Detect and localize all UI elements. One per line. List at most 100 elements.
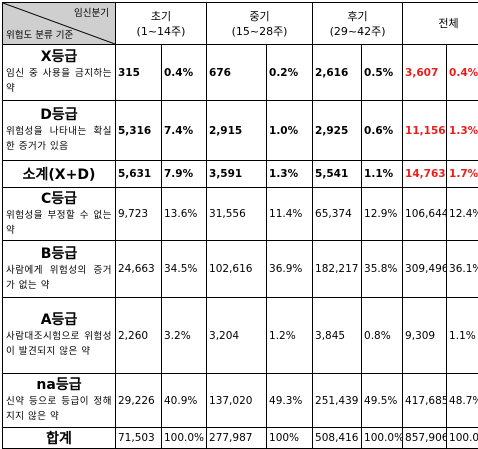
grade-description: 위험성을 나타내는 확실한 증거가 있음 (6, 124, 112, 154)
grade-cell: D등급 위험성을 나타내는 확실한 증거가 있음 (3, 101, 116, 161)
early-percent: 13.6% (162, 188, 207, 241)
grade-name: B등급 (6, 246, 112, 263)
table-row: na등급 신약 등으로 등급이 정해지지 않은 약 29,226 40.9% 1… (3, 374, 478, 428)
total-percent: 1.1% (447, 298, 478, 374)
middle-count: 137,020 (207, 374, 267, 428)
middle-percent: 1.0% (267, 101, 313, 161)
grade-description: 신약 등으로 등급이 정해지지 않은 약 (6, 394, 112, 424)
early-count: 9,723 (116, 188, 162, 241)
grade-cell: X등급 임신 중 사용을 금지하는 약 (3, 45, 116, 101)
table-row: C등급 위험성을 부정할 수 없는 약 9,723 13.6% 31,556 1… (3, 188, 478, 241)
grade-name: D등급 (6, 107, 112, 124)
late-percent: 12.9% (362, 188, 403, 241)
table-row: B등급 사람에게 위험성의 증거가 없는 약 24,663 34.5% 102,… (3, 241, 478, 298)
middle-count: 102,616 (207, 241, 267, 298)
total-percent: 100.0% (447, 428, 478, 449)
late-percent: 49.5% (362, 374, 403, 428)
middle-count: 277,987 (207, 428, 267, 449)
early-count: 5,316 (116, 101, 162, 161)
middle-count: 2,915 (207, 101, 267, 161)
late-percent: 100.0% (362, 428, 403, 449)
period-range: (1~14주) (118, 24, 204, 39)
total-count: 9,309 (403, 298, 447, 374)
grade-name: X등급 (6, 49, 112, 66)
late-count: 2,925 (313, 101, 362, 161)
grade-cell: B등급 사람에게 위험성의 증거가 없는 약 (3, 241, 116, 298)
grade-name: na등급 (6, 377, 112, 394)
early-count: 2,260 (116, 298, 162, 374)
late-count: 2,616 (313, 45, 362, 101)
early-percent: 7.9% (162, 161, 207, 188)
middle-count: 3,591 (207, 161, 267, 188)
corner-label-period: 임신분기 (74, 5, 109, 19)
table-row: A등급 사람대조시험으로 위험성이 발견되지 않은 약 2,260 3.2% 3… (3, 298, 478, 374)
late-count: 5,541 (313, 161, 362, 188)
total-percent: 12.4% (447, 188, 478, 241)
middle-percent: 36.9% (267, 241, 313, 298)
total-percent: 1.7% (447, 161, 478, 188)
grade-cell: C등급 위험성을 부정할 수 없는 약 (3, 188, 116, 241)
grade-description: 위험성을 부정할 수 없는 약 (6, 208, 112, 238)
grade-cell: na등급 신약 등으로 등급이 정해지지 않은 약 (3, 374, 116, 428)
late-percent: 0.5% (362, 45, 403, 101)
middle-percent: 1.2% (267, 298, 313, 374)
period-name: 후기 (315, 9, 400, 24)
total-count: 3,607 (403, 45, 447, 101)
middle-percent: 49.3% (267, 374, 313, 428)
middle-percent: 11.4% (267, 188, 313, 241)
table-row: 소계(X+D) 5,631 7.9% 3,591 1.3% 5,541 1.1%… (3, 161, 478, 188)
total-count: 417,685 (403, 374, 447, 428)
early-percent: 3.2% (162, 298, 207, 374)
header-period-late: 후기 (29~42주) (313, 3, 403, 45)
header-total: 전체 (403, 3, 478, 45)
middle-percent: 100% (267, 428, 313, 449)
header-period-early: 초기 (1~14주) (116, 3, 207, 45)
total-percent: 0.4% (447, 45, 478, 101)
late-count: 251,439 (313, 374, 362, 428)
early-percent: 0.4% (162, 45, 207, 101)
early-count: 71,503 (116, 428, 162, 449)
subtotal-label: 소계(X+D) (3, 161, 116, 188)
total-count: 857,906 (403, 428, 447, 449)
middle-percent: 0.2% (267, 45, 313, 101)
late-count: 508,416 (313, 428, 362, 449)
grade-description: 사람대조시험으로 위험성이 발견되지 않은 약 (6, 329, 112, 359)
header-period-middle: 중기 (15~28주) (207, 3, 313, 45)
early-count: 5,631 (116, 161, 162, 188)
middle-count: 676 (207, 45, 267, 101)
late-percent: 1.1% (362, 161, 403, 188)
late-percent: 0.8% (362, 298, 403, 374)
grade-name: A등급 (6, 312, 112, 329)
grade-description: 사람에게 위험성의 증거가 없는 약 (6, 263, 112, 293)
early-percent: 40.9% (162, 374, 207, 428)
grade-description: 임신 중 사용을 금지하는 약 (6, 66, 112, 96)
late-percent: 35.8% (362, 241, 403, 298)
grade-name: C등급 (6, 191, 112, 208)
table-row: D등급 위험성을 나타내는 확실한 증거가 있음 5,316 7.4% 2,91… (3, 101, 478, 161)
table-row: 합계 71,503 100.0% 277,987 100% 508,416 10… (3, 428, 478, 449)
middle-count: 31,556 (207, 188, 267, 241)
total-percent: 36.1% (447, 241, 478, 298)
total-count: 309,496 (403, 241, 447, 298)
late-count: 3,845 (313, 298, 362, 374)
total-percent: 48.7% (447, 374, 478, 428)
early-count: 29,226 (116, 374, 162, 428)
early-percent: 100.0% (162, 428, 207, 449)
late-count: 182,217 (313, 241, 362, 298)
header-corner-cell: 임신분기 위험도 분류 기준 (3, 3, 116, 45)
late-count: 65,374 (313, 188, 362, 241)
grade-cell: A등급 사람대조시험으로 위험성이 발견되지 않은 약 (3, 298, 116, 374)
late-percent: 0.6% (362, 101, 403, 161)
period-name: 중기 (209, 9, 310, 24)
total-count: 106,644 (403, 188, 447, 241)
total-count: 11,156 (403, 101, 447, 161)
total-percent: 1.3% (447, 101, 478, 161)
total-label: 전체 (405, 16, 478, 31)
corner-label-criteria: 위험도 분류 기준 (6, 27, 73, 41)
period-range: (15~28주) (209, 24, 310, 39)
total-count: 14,763 (403, 161, 447, 188)
early-percent: 7.4% (162, 101, 207, 161)
total-row-label: 합계 (3, 428, 116, 449)
early-count: 24,663 (116, 241, 162, 298)
